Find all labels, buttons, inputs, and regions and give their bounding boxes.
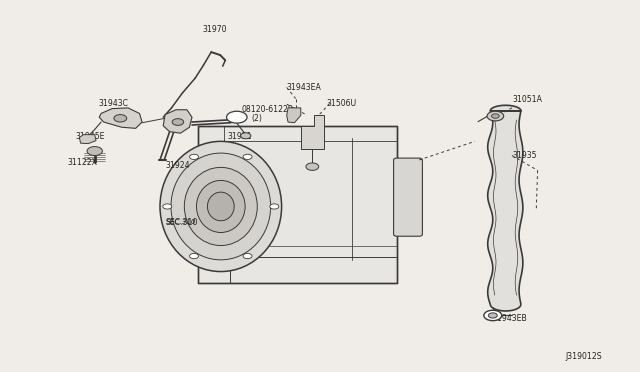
FancyBboxPatch shape: [394, 158, 422, 236]
Text: 31943EB: 31943EB: [493, 314, 527, 323]
Circle shape: [227, 111, 247, 123]
Polygon shape: [488, 105, 523, 311]
Circle shape: [241, 133, 251, 139]
Text: 08120-61228: 08120-61228: [242, 105, 294, 114]
Polygon shape: [99, 108, 142, 128]
Circle shape: [492, 114, 499, 118]
Text: 31921: 31921: [227, 132, 252, 141]
Text: J319012S: J319012S: [565, 352, 602, 361]
Ellipse shape: [160, 141, 282, 272]
Text: (2): (2): [252, 114, 262, 123]
Text: 31970: 31970: [202, 25, 227, 34]
Text: 31122X: 31122X: [67, 158, 97, 167]
Circle shape: [87, 147, 102, 155]
Ellipse shape: [207, 192, 234, 221]
Circle shape: [172, 119, 184, 125]
Circle shape: [243, 154, 252, 160]
Text: 31945E: 31945E: [76, 132, 105, 141]
Text: 31935: 31935: [512, 151, 536, 160]
Circle shape: [270, 204, 279, 209]
Ellipse shape: [196, 180, 245, 232]
Text: 31943C: 31943C: [99, 99, 129, 108]
Circle shape: [189, 253, 198, 259]
Polygon shape: [79, 135, 96, 144]
Text: 8: 8: [235, 115, 239, 120]
Circle shape: [243, 253, 252, 259]
Text: SEC.310: SEC.310: [166, 219, 197, 225]
Polygon shape: [301, 115, 324, 149]
Text: 31051A: 31051A: [512, 95, 542, 104]
Polygon shape: [287, 108, 301, 123]
Circle shape: [163, 204, 172, 209]
Ellipse shape: [184, 167, 257, 246]
Text: 31943EA: 31943EA: [287, 83, 321, 92]
Polygon shape: [198, 126, 397, 283]
Circle shape: [488, 313, 497, 318]
Text: SEC.310: SEC.310: [165, 218, 198, 227]
Polygon shape: [163, 110, 192, 133]
Circle shape: [484, 310, 502, 321]
Ellipse shape: [171, 153, 271, 260]
Circle shape: [189, 154, 198, 160]
Circle shape: [306, 163, 319, 170]
Text: 31506U: 31506U: [326, 99, 356, 108]
Text: 31924: 31924: [165, 161, 189, 170]
Circle shape: [114, 115, 127, 122]
Circle shape: [487, 111, 504, 121]
